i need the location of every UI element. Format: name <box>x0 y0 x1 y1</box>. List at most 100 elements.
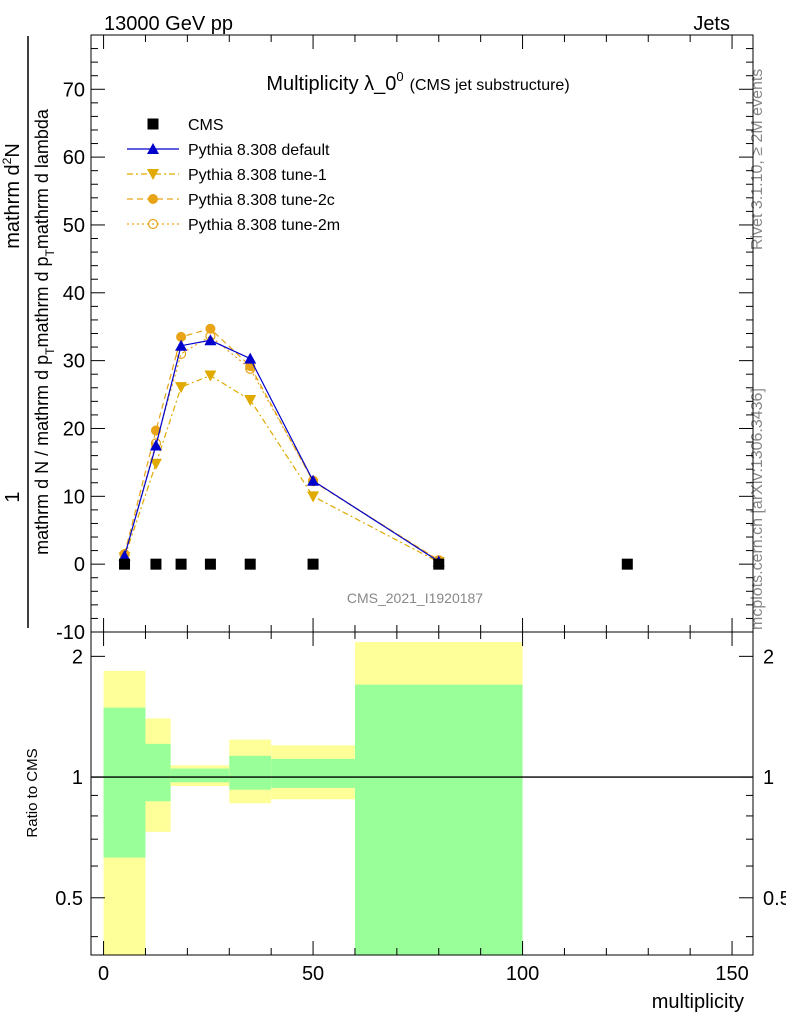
legend: CMS Pythia 8.308 default Pythia 8.308 tune… <box>127 117 340 234</box>
legend-marker <box>147 169 159 180</box>
data-point <box>244 394 257 406</box>
legend-entry: Pythia 8.308 tune-1 <box>127 167 327 184</box>
data-point <box>307 474 320 486</box>
main-y-tick-label: 0 <box>74 554 85 576</box>
legend-label: Pythia 8.308 tune-2c <box>188 192 335 209</box>
ratio-green-band <box>271 758 355 788</box>
ratio-y-tick-label: 1 <box>72 767 83 789</box>
x-tick-label: 50 <box>302 963 324 985</box>
main-x-axis <box>103 35 733 632</box>
mcplots-label: mcplots.cern.ch [arXiv:1306.3436] <box>749 388 766 630</box>
ratio-y-tick-label: 0.5 <box>55 888 83 910</box>
y-label-num-sup: 2 <box>0 157 14 164</box>
y-label-one: 1 <box>2 491 24 502</box>
ratio-bands <box>91 642 753 955</box>
main-y-tick-label: 60 <box>63 147 85 169</box>
data-point <box>150 558 162 570</box>
ratio-green-band <box>354 684 523 955</box>
main-y-tick-label: -10 <box>56 622 85 644</box>
series-line <box>123 339 440 562</box>
y-label-denominator: mathrm d N / mathrm d pTmathrm d pTmathr… <box>32 108 57 555</box>
legend-label: Pythia 8.308 tune-2m <box>188 217 340 234</box>
data-point <box>621 558 633 570</box>
main-y-tick-label: 50 <box>63 215 85 237</box>
ratio-plot-frame <box>90 631 754 956</box>
x-tick-label: 100 <box>506 963 539 985</box>
ratio-y-tick-label-right: 1 <box>763 767 774 789</box>
ratio-green-band <box>103 707 146 858</box>
y-label-den-b: mathrm d p <box>32 256 52 347</box>
series-pythia-8-308-tune-2m <box>119 331 444 566</box>
series-line <box>123 328 440 561</box>
plot-title-sub: (CMS jet substructure) <box>410 77 570 94</box>
main-y-tick-label: 70 <box>63 79 85 101</box>
ratio-x-axis: 0 50 100 150 <box>98 632 749 985</box>
ratio-plot-panel: 0.5 0.5 1 1 2 2 0 50 100 150 Ratio to CMS multip… <box>24 631 786 1013</box>
main-y-tick-label: 40 <box>63 283 85 305</box>
legend-label: CMS <box>188 117 224 134</box>
y-label-den-sub2: T <box>43 248 57 256</box>
data-point <box>118 550 131 562</box>
y-label-num-b: N <box>2 143 24 157</box>
plot-title-main: Multiplicity λ_0 <box>266 73 396 95</box>
ratio-y-tick-label-right: 0.5 <box>763 888 786 910</box>
data-point <box>244 558 256 570</box>
analysis-id-label: CMS_2021_I1920187 <box>347 590 483 606</box>
x-tick-label: 0 <box>98 963 109 985</box>
legend-label: Pythia 8.308 default <box>188 142 330 159</box>
data-point <box>205 323 216 334</box>
data-point <box>149 458 162 470</box>
data-point <box>204 334 217 346</box>
legend-entry: Pythia 8.308 default <box>127 142 330 159</box>
data-point <box>245 363 256 374</box>
y-label-den-c: mathrm d lambda <box>32 108 52 249</box>
data-point <box>433 558 445 570</box>
series-pythia-8-308-tune-2c <box>119 323 444 566</box>
legend-marker <box>147 218 159 230</box>
plot-title-sup: 0 <box>396 69 403 84</box>
data-point <box>204 370 217 382</box>
legend-marker <box>147 143 159 154</box>
ratio-y-axis-label: Ratio to CMS <box>24 748 41 837</box>
data-point <box>119 558 131 570</box>
legend-entry: Pythia 8.308 tune-2m <box>127 217 340 234</box>
main-y-tick-label: 30 <box>63 351 85 373</box>
main-y-axis-label: 1 mathrm d2N mathrm d N / mathrm d pTmat… <box>0 36 57 628</box>
plot-title: Multiplicity λ_00 (CMS jet substructure) <box>266 69 569 95</box>
data-point <box>175 558 187 570</box>
x-tick-label: 150 <box>715 963 748 985</box>
data-point <box>307 491 320 503</box>
legend-label: Pythia 8.308 tune-1 <box>188 167 327 184</box>
data-point <box>149 439 162 451</box>
ratio-green-band <box>170 768 230 783</box>
ratio-y-axis: 0.5 0.5 1 1 2 2 <box>55 646 786 938</box>
legend-entry: Pythia 8.308 tune-2c <box>127 192 335 209</box>
x-axis-label: multiplicity <box>652 991 744 1013</box>
data-point <box>244 352 257 364</box>
rivet-version-label: Rivet 3.1.10, ≥ 2M events <box>749 69 766 250</box>
main-plot-series <box>118 323 633 570</box>
data-point <box>175 382 188 394</box>
series-cms <box>119 558 633 570</box>
series-line <box>123 374 440 563</box>
main-y-tick-label: 20 <box>63 418 85 440</box>
y-label-den-a: mathrm d N / mathrm d p <box>32 355 52 555</box>
legend-marker <box>148 194 158 204</box>
main-y-axis: -10 0 10 20 30 40 50 60 70 <box>56 34 753 644</box>
ratio-y-tick-label: 2 <box>72 646 83 668</box>
header-jets-label: Jets <box>693 13 730 35</box>
data-point <box>204 558 216 570</box>
data-point <box>307 558 319 570</box>
legend-entry: CMS <box>147 117 224 134</box>
main-y-tick-label: 10 <box>63 486 85 508</box>
data-point <box>176 331 187 342</box>
ratio-green-band <box>229 755 272 790</box>
data-point <box>175 339 188 351</box>
ratio-y-tick-label-right: 2 <box>763 646 774 668</box>
y-label-numerator: mathrm d2N <box>0 143 24 249</box>
ratio-green-band <box>145 743 171 802</box>
y-label-den-sub: T <box>43 347 57 355</box>
series-pythia-8-308-default <box>118 334 445 567</box>
